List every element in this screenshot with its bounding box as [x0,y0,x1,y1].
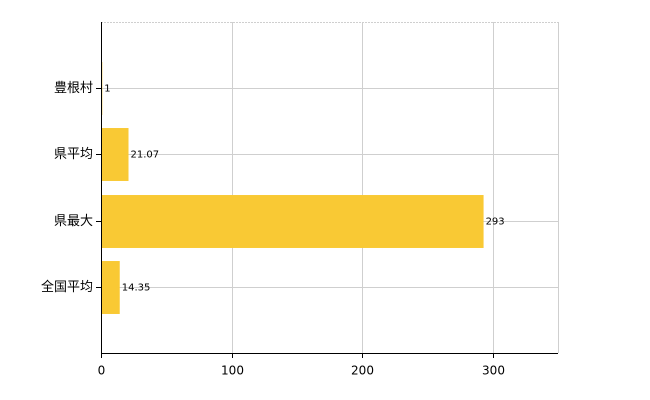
y-tick-label: 県最大 [54,214,93,229]
y-tick-label: 県平均 [54,147,93,162]
x-tick-label: 300 [482,364,505,378]
x-tick-label: 100 [221,364,244,378]
value-label: 293 [486,217,505,228]
value-label: 14.35 [122,283,151,294]
bar [101,128,129,181]
x-tick-label: 0 [98,364,106,378]
bar [101,261,120,314]
value-label: 21.07 [131,150,160,161]
bar [101,195,484,248]
y-tick-label: 全国平均 [41,279,93,295]
x-tick-label: 200 [351,364,374,378]
y-tick-label: 豊根村 [54,81,93,96]
value-label: 1 [104,84,110,95]
